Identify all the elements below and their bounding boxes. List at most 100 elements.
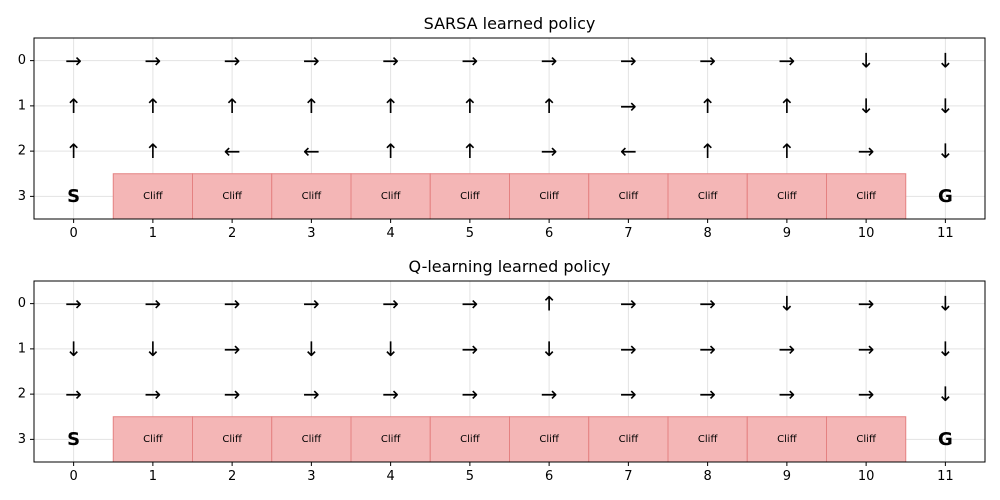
cliff-rect xyxy=(271,416,352,463)
policy-arrow: → xyxy=(620,382,637,406)
cliff-rect xyxy=(509,416,590,463)
policy-arrow: ↓ xyxy=(937,292,954,316)
x-tick-label: 8 xyxy=(703,226,711,241)
cliff-cell: Cliff xyxy=(826,173,907,220)
cliff-rect xyxy=(826,416,907,463)
cliff-label: Cliff xyxy=(381,434,402,445)
cliff-cell: Cliff xyxy=(746,416,827,463)
policy-arrow: ↓ xyxy=(937,337,954,361)
policy-arrow: → xyxy=(65,382,82,406)
policy-arrow: ↑ xyxy=(541,292,558,316)
cliff-cell: Cliff xyxy=(192,416,273,463)
policy-arrow: ← xyxy=(224,139,241,163)
cliff-cell: Cliff xyxy=(509,416,590,463)
y-tick-label: 1 xyxy=(18,341,26,356)
x-tick-label: 10 xyxy=(858,226,875,241)
policy-arrow: → xyxy=(620,49,637,73)
axes-frame xyxy=(33,37,986,220)
policy-arrow: → xyxy=(144,382,161,406)
cliff-rect xyxy=(588,416,669,463)
policy-arrow: ↓ xyxy=(937,49,954,73)
cliff-cell: Cliff xyxy=(826,416,907,463)
goal-marker: G xyxy=(938,429,953,450)
x-tick-label: 7 xyxy=(624,226,632,241)
policy-arrow: ↑ xyxy=(382,139,399,163)
policy-arrow: → xyxy=(620,94,637,118)
cliff-rect xyxy=(826,173,907,220)
start-marker: S xyxy=(67,429,80,450)
policy-arrow: → xyxy=(858,337,875,361)
policy-arrow: → xyxy=(224,292,241,316)
cliff-label: Cliff xyxy=(698,191,719,202)
y-tick-label: 0 xyxy=(18,53,26,68)
policy-arrow: ↓ xyxy=(778,292,795,316)
cliff-label: Cliff xyxy=(460,434,481,445)
x-tick-label: 5 xyxy=(466,226,474,241)
policy-arrow: → xyxy=(778,337,795,361)
panel-title: Q-learning learned policy xyxy=(409,257,611,276)
policy-arrow: → xyxy=(303,382,320,406)
policy-arrow: ← xyxy=(303,139,320,163)
cliff-label: Cliff xyxy=(856,434,877,445)
policy-arrow: → xyxy=(541,139,558,163)
policy-arrow: ↓ xyxy=(937,382,954,406)
policy-arrow: ↑ xyxy=(778,94,795,118)
cliff-cell: Cliff xyxy=(350,173,431,220)
policy-arrow: ↑ xyxy=(144,94,161,118)
policy-arrow: ↑ xyxy=(65,94,82,118)
policy-arrow: → xyxy=(461,49,478,73)
cliff-label: Cliff xyxy=(539,191,560,202)
x-tick-label: 8 xyxy=(703,469,711,484)
policy-arrow: ↓ xyxy=(541,337,558,361)
y-tick-label: 2 xyxy=(18,387,26,402)
policy-arrow: → xyxy=(541,382,558,406)
x-tick-label: 11 xyxy=(937,469,954,484)
policy-arrow: ↓ xyxy=(858,49,875,73)
policy-arrow: → xyxy=(224,382,241,406)
policy-arrow: ↑ xyxy=(224,94,241,118)
y-tick-label: 2 xyxy=(18,144,26,159)
policy-arrow: → xyxy=(541,49,558,73)
panel-title: SARSA learned policy xyxy=(424,14,596,33)
policy-arrow: → xyxy=(858,292,875,316)
y-tick-label: 3 xyxy=(18,189,26,204)
policy-arrow: → xyxy=(461,292,478,316)
cliff-cell: Cliff xyxy=(509,173,590,220)
policy-arrow: ↑ xyxy=(461,139,478,163)
cliff-cell: Cliff xyxy=(588,173,669,220)
policy-arrow: ↓ xyxy=(937,94,954,118)
policy-arrow: ↓ xyxy=(937,139,954,163)
gridlines xyxy=(34,38,985,219)
cliff-label: Cliff xyxy=(856,191,877,202)
x-tick-label: 9 xyxy=(783,469,791,484)
cliff-label: Cliff xyxy=(381,191,402,202)
policy-arrow: → xyxy=(858,139,875,163)
cliff-cell: Cliff xyxy=(429,173,510,220)
policy-arrow: → xyxy=(699,49,716,73)
policy-arrow: → xyxy=(144,49,161,73)
policy-arrow: → xyxy=(303,292,320,316)
policy-arrow: → xyxy=(303,49,320,73)
cliff-label: Cliff xyxy=(619,434,640,445)
policy-arrow: ↑ xyxy=(699,139,716,163)
policy-arrow: ↑ xyxy=(144,139,161,163)
policy-arrow: ↑ xyxy=(461,94,478,118)
cliff-label: Cliff xyxy=(777,191,798,202)
x-tick-label: 2 xyxy=(228,226,236,241)
policy-arrow: → xyxy=(144,292,161,316)
cliff-label: Cliff xyxy=(143,191,164,202)
x-tick-label: 4 xyxy=(386,469,394,484)
x-tick-label: 10 xyxy=(858,469,875,484)
policy-arrow: ↓ xyxy=(382,337,399,361)
policy-arrow: ↓ xyxy=(858,94,875,118)
cliff-cell: Cliff xyxy=(192,173,273,220)
cliff-cell: Cliff xyxy=(588,416,669,463)
cliff-cell: Cliff xyxy=(667,173,748,220)
cliff-cell: Cliff xyxy=(746,173,827,220)
cliff-label: Cliff xyxy=(222,191,243,202)
x-tick-label: 3 xyxy=(307,469,315,484)
cliff-label: Cliff xyxy=(302,434,323,445)
policy-arrow: → xyxy=(224,49,241,73)
policy-arrow: ↓ xyxy=(303,337,320,361)
